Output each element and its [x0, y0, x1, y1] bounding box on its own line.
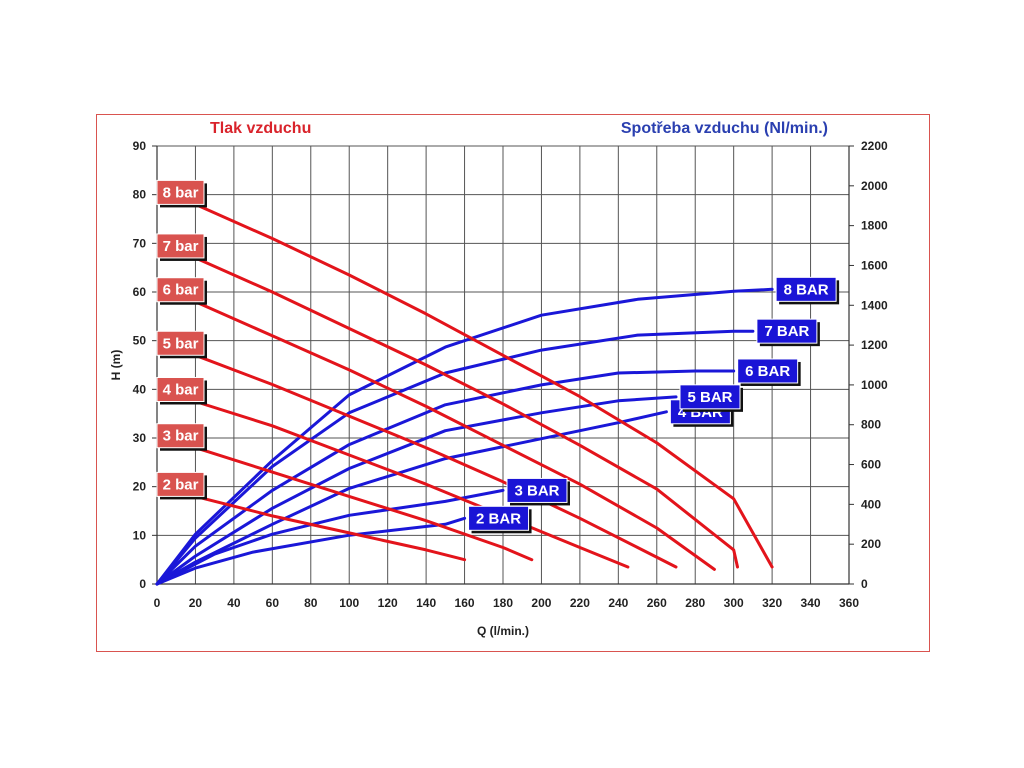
- y-tick-label: 40: [133, 382, 147, 396]
- consumption-curve: [155, 516, 467, 586]
- x-tick-label: 120: [378, 596, 398, 610]
- x-tick-label: 0: [154, 596, 161, 610]
- consumption-series-label: 7 BAR: [764, 323, 809, 340]
- y2-tick-label: 1600: [861, 258, 888, 272]
- pressure-series-label-box: [156, 277, 205, 303]
- pressure-series-label-box: [156, 179, 205, 205]
- x-tick-label: 260: [647, 596, 667, 610]
- x-tick-label: 20: [189, 596, 203, 610]
- consumption-series-label-box: [506, 477, 568, 503]
- pressure-series-label-box: [156, 423, 205, 449]
- consumption-curve: [155, 395, 678, 586]
- x-tick-label: 200: [531, 596, 551, 610]
- y2-tick-label: 2000: [861, 179, 888, 193]
- x-tick-label: 340: [801, 596, 821, 610]
- y-tick-label: 50: [133, 334, 147, 348]
- y2-tick-label: 2200: [861, 139, 888, 153]
- pressure-series-label: 2 bar: [163, 476, 199, 493]
- pressure-curve: [193, 202, 774, 569]
- x-tick-label: 180: [493, 596, 513, 610]
- y-tick-label: 90: [133, 139, 147, 153]
- x-axis-label: Q (l/min.): [477, 624, 529, 638]
- y-tick-label: 80: [133, 188, 147, 202]
- consumption-curve: [155, 369, 736, 586]
- x-tick-label: 40: [227, 596, 241, 610]
- y-tick-label: 30: [133, 431, 147, 445]
- x-tick-label: 60: [266, 596, 280, 610]
- pressure-series-label: 8 bar: [163, 184, 199, 201]
- y2-tick-label: 1000: [861, 378, 888, 392]
- consumption-curve: [155, 329, 755, 586]
- x-tick-label: 160: [455, 596, 475, 610]
- pressure-series-label: 4 bar: [163, 382, 199, 399]
- pressure-curve: [193, 353, 678, 569]
- consumption-title: Spotřeba vzduchu (Nl/min.): [620, 120, 828, 137]
- y-tick-label: 60: [133, 285, 147, 299]
- consumption-series-label: 6 BAR: [745, 363, 790, 380]
- x-tick-label: 240: [608, 596, 628, 610]
- consumption-series-label: 5 BAR: [687, 389, 732, 406]
- consumption-series-label-box: [468, 505, 530, 531]
- x-tick-label: 140: [416, 596, 436, 610]
- x-tick-label: 220: [570, 596, 590, 610]
- consumption-series-label-box: [737, 358, 799, 384]
- consumption-series-label: 3 BAR: [514, 482, 559, 499]
- y-axis-label: H (m): [109, 350, 123, 381]
- pressure-series-label: 7 bar: [163, 238, 199, 255]
- y2-tick-label: 600: [861, 458, 881, 472]
- pressure-curve: [193, 494, 467, 562]
- x-tick-label: 320: [762, 596, 782, 610]
- y2-tick-label: 1200: [861, 338, 888, 352]
- y2-tick-label: 1800: [861, 219, 888, 233]
- x-tick-label: 300: [724, 596, 744, 610]
- y2-tick-label: 400: [861, 497, 881, 511]
- y-tick-label: 20: [133, 480, 147, 494]
- pressure-series-label: 6 bar: [163, 282, 199, 299]
- consumption-curve: [155, 287, 774, 586]
- pressure-series-label-box: [156, 471, 205, 497]
- pressure-curve: [193, 446, 534, 562]
- pressure-series-label-box: [156, 233, 205, 259]
- y-tick-label: 10: [133, 528, 147, 542]
- x-tick-label: 280: [685, 596, 705, 610]
- pressure-series-label: 5 bar: [163, 335, 199, 352]
- y2-tick-label: 200: [861, 537, 881, 551]
- pressure-title: Tlak vzduchu: [210, 120, 312, 137]
- x-tick-label: 360: [839, 596, 859, 610]
- pressure-curve: [193, 256, 739, 569]
- y2-tick-label: 0: [861, 577, 868, 591]
- consumption-series-label-box: [775, 276, 837, 302]
- pressure-series-label-box: [156, 330, 205, 356]
- x-tick-label: 80: [304, 596, 318, 610]
- consumption-series-label: 2 BAR: [476, 510, 521, 527]
- y2-tick-label: 800: [861, 418, 881, 432]
- y-tick-label: 70: [133, 236, 147, 250]
- pressure-curve: [193, 400, 630, 569]
- y-tick-label: 0: [139, 577, 146, 591]
- consumption-series-label-box: [679, 384, 741, 410]
- consumption-series-label-box: [756, 318, 818, 344]
- pressure-series-label: 3 bar: [163, 428, 199, 445]
- consumption-series-label: 8 BAR: [784, 281, 829, 298]
- pressure-series-label-box: [156, 377, 205, 402]
- x-tick-label: 100: [339, 596, 359, 610]
- pressure-curve: [193, 300, 716, 571]
- y2-tick-label: 1400: [861, 298, 888, 312]
